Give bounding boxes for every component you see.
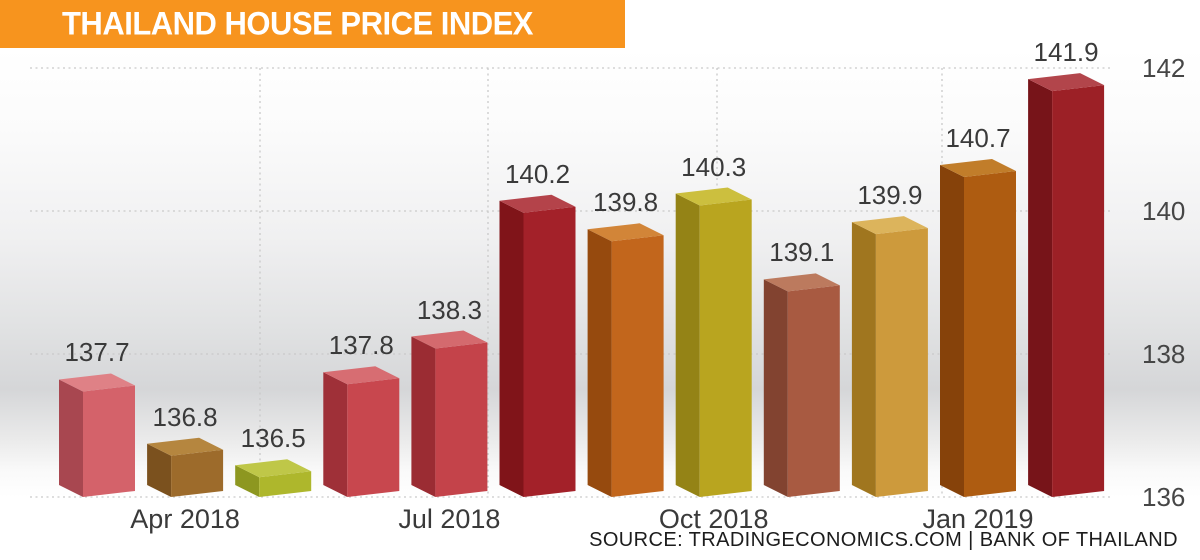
bar-10-front-face	[964, 170, 1016, 497]
bar-3-front-face	[347, 378, 400, 497]
bar-value-label: 136.8	[152, 401, 218, 432]
bar-3-side-face	[323, 372, 348, 497]
bar-0-front-face	[83, 385, 135, 497]
bar-1-top-face	[147, 437, 224, 456]
bar-11-front-face	[1052, 85, 1105, 498]
y-axis-label: 136	[1142, 482, 1186, 512]
bar-1-front-face	[171, 449, 224, 497]
bar-5-side-face	[499, 200, 524, 497]
bar-9-side-face	[851, 222, 876, 497]
bar-7-top-face	[675, 187, 752, 206]
bar-5	[499, 194, 576, 497]
y-axis-label: 142	[1142, 53, 1186, 83]
bar-8	[763, 273, 840, 497]
bar-2-front-face	[259, 471, 312, 497]
bar-value-label: 139.1	[769, 237, 835, 268]
bar-5-front-face	[523, 206, 576, 497]
x-axis-label: Apr 2018	[130, 504, 240, 534]
bar-value-label: 140.7	[945, 122, 1011, 153]
y-axis-label: 138	[1142, 339, 1186, 369]
bar-value-label: 139.8	[593, 187, 659, 218]
bar-value-label: 141.9	[1033, 37, 1099, 68]
bar-value-label: 139.9	[857, 180, 923, 211]
bar-1-side-face	[147, 443, 172, 497]
bar-1	[147, 437, 224, 497]
bar-value-label: 136.5	[240, 423, 306, 454]
bar-0	[59, 373, 135, 497]
bar-2-top-face	[235, 459, 312, 478]
chart-title: THAILAND HOUSE PRICE INDEX	[62, 5, 533, 42]
bar-9	[851, 216, 928, 497]
bar-10-side-face	[940, 164, 964, 497]
x-axis-label: Jul 2018	[398, 504, 501, 534]
bar-6	[587, 223, 664, 498]
bar-11-top-face	[1028, 73, 1105, 92]
bar-3	[323, 366, 400, 497]
bar-6-side-face	[587, 229, 612, 498]
bar-10-top-face	[940, 158, 1016, 177]
bar-8-top-face	[763, 273, 840, 292]
x-axis-label: Jan 2019	[922, 504, 1034, 534]
bar-3-top-face	[323, 366, 400, 385]
bar-7-side-face	[675, 193, 700, 498]
source-attribution: SOURCE: TRADINGECONOMICS.COM | BANK OF T…	[589, 529, 1178, 551]
bar-8-side-face	[763, 279, 788, 497]
bar-value-label: 140.2	[504, 158, 571, 189]
bar-4-side-face	[411, 336, 436, 497]
bar-4	[411, 330, 488, 497]
bar-9-top-face	[851, 216, 928, 235]
bar-value-label: 137.7	[64, 337, 130, 368]
bar-5-top-face	[499, 194, 576, 213]
bar-11-side-face	[1028, 79, 1053, 498]
bar-0-side-face	[59, 379, 83, 497]
bar-7-front-face	[699, 199, 752, 498]
bar-6-front-face	[611, 235, 664, 498]
bar-10	[940, 158, 1016, 497]
bar-8-front-face	[787, 285, 840, 497]
bar-2	[235, 459, 312, 497]
title-banner: THAILAND HOUSE PRICE INDEX	[0, 0, 625, 48]
bar-value-label: 138.3	[416, 294, 482, 325]
x-axis-label: Oct 2018	[658, 504, 769, 534]
bar-4-top-face	[411, 330, 488, 349]
y-axis-label: 140	[1142, 196, 1186, 226]
bar-2-side-face	[235, 465, 260, 497]
bar-6-top-face	[587, 223, 664, 242]
bar-9-front-face	[875, 228, 928, 497]
bar-0-top-face	[59, 373, 135, 392]
bar-7	[675, 187, 752, 498]
bar-4-front-face	[435, 342, 488, 497]
bar-11	[1028, 73, 1105, 498]
bar-value-label: 137.8	[328, 330, 394, 361]
bar-value-label: 140.3	[681, 151, 747, 182]
